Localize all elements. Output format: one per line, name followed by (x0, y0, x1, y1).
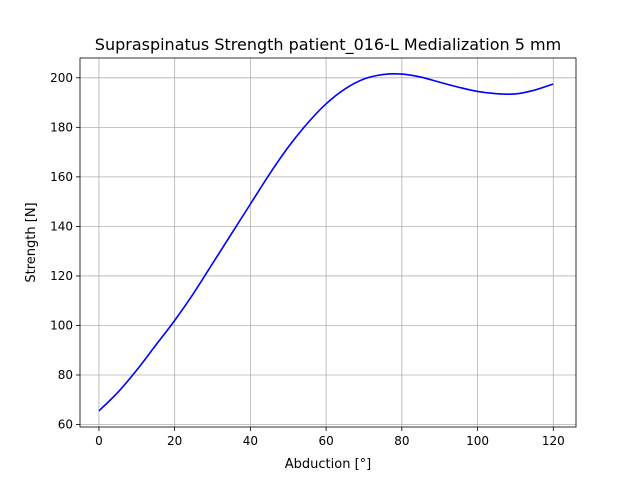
y-tick-label: 80 (58, 368, 73, 382)
x-tick-label: 0 (95, 434, 103, 448)
y-tick-label: 140 (50, 219, 73, 233)
chart-title: Supraspinatus Strength patient_016-L Med… (95, 35, 561, 55)
y-tick-label: 180 (50, 120, 73, 134)
y-axis-label: Strength [N] (24, 202, 39, 282)
x-tick-label: 80 (394, 434, 409, 448)
y-tick-label: 100 (50, 318, 73, 332)
y-tick-label: 200 (50, 71, 73, 85)
x-tick-label: 20 (167, 434, 182, 448)
plot-frame (79, 57, 577, 428)
axis-ticks: 0 20 40 60 80 100 120 60 80 100 120 140 160 180 200 (50, 71, 565, 448)
y-tick-label: 160 (50, 170, 73, 184)
grid (80, 58, 576, 427)
series-line (98, 73, 554, 412)
y-tick-label: 120 (50, 269, 73, 283)
x-tick-label: 40 (243, 434, 258, 448)
x-axis-label: Abduction [°] (285, 457, 371, 472)
series-layer (98, 73, 554, 412)
x-tick-label: 120 (542, 434, 565, 448)
x-tick-label: 100 (466, 434, 489, 448)
y-tick-label: 60 (58, 418, 73, 432)
x-tick-label: 60 (318, 434, 333, 448)
